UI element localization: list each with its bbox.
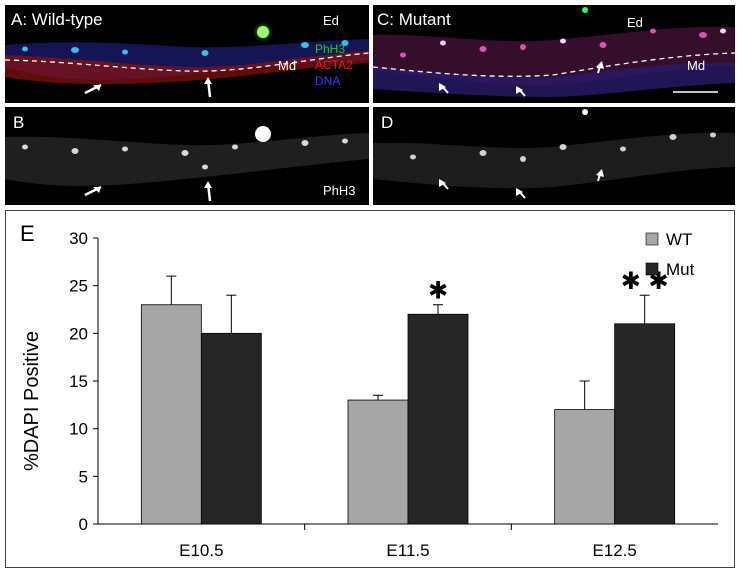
bar-wt-E10.5 bbox=[140, 304, 202, 525]
panel-c-label: C: Mutant bbox=[377, 10, 451, 29]
y-axis-label: %DAPI Positive bbox=[21, 331, 43, 471]
legend-phh3-label: PhH3 bbox=[315, 42, 346, 56]
legend-swatch-wt bbox=[645, 232, 659, 246]
panel-e-label: E bbox=[20, 221, 35, 246]
bar-mut-E12.5 bbox=[614, 323, 676, 525]
panel-c-micrograph bbox=[373, 7, 735, 97]
panel-d-micrograph bbox=[373, 109, 735, 199]
panel-a-image: A: Wild-type Ed Md PhH3 ACTA2 DNA bbox=[5, 5, 369, 103]
y-tick-label: 0 bbox=[79, 515, 88, 534]
significance-marker: ✱ bbox=[428, 277, 448, 305]
x-tick-label: E10.5 bbox=[179, 541, 223, 560]
y-tick-label: 30 bbox=[69, 229, 88, 248]
panel-c-image: C: Mutant Ed Md bbox=[373, 5, 735, 103]
y-tick-label: 15 bbox=[69, 372, 88, 391]
legend-label-wt: WT bbox=[666, 230, 692, 249]
panel-a-md-label: Md bbox=[278, 58, 297, 73]
panel-c-ed-label: Ed bbox=[627, 15, 643, 30]
panel-b-micrograph bbox=[5, 126, 369, 202]
significance-marker: ✱ ✱ bbox=[621, 267, 669, 295]
y-tick-label: 10 bbox=[69, 420, 88, 439]
bar-chart: E %DAPI Positive 0 5 10 15 20 25 30 E10.5 E11.5 E… bbox=[20, 221, 718, 560]
panel-b-marker-label: PhH3 bbox=[323, 183, 356, 198]
legend-swatch-mut bbox=[645, 262, 659, 276]
panel-b-label: B bbox=[13, 113, 25, 132]
bar-wt-E11.5 bbox=[347, 399, 409, 525]
panel-d-image: D bbox=[373, 107, 735, 205]
panel-a-micrograph bbox=[5, 22, 369, 98]
panel-a-ed-label: Ed bbox=[323, 13, 339, 28]
y-tick-label: 25 bbox=[69, 277, 88, 296]
y-tick-label: 5 bbox=[79, 467, 88, 486]
bar-mut-E11.5 bbox=[407, 313, 469, 525]
panel-e-chart: E %DAPI Positive 0 5 10 15 20 25 30 E10.5 E11.5 E… bbox=[5, 210, 735, 568]
panel-a-label: A: Wild-type bbox=[11, 10, 103, 29]
bar-mut-E10.5 bbox=[200, 332, 262, 525]
bar-wt-E12.5 bbox=[554, 409, 616, 525]
legend-label-mut: Mut bbox=[666, 260, 695, 279]
y-tick-label: 20 bbox=[69, 324, 88, 343]
panel-b-image: B PhH3 bbox=[5, 107, 369, 205]
legend-dna-label: DNA bbox=[315, 74, 341, 88]
panel-c-md-label: Md bbox=[687, 58, 706, 73]
legend-acta2-label: ACTA2 bbox=[315, 58, 353, 72]
panel-d-label: D bbox=[381, 113, 394, 132]
x-tick-label: E12.5 bbox=[592, 541, 636, 560]
x-tick-label: E11.5 bbox=[386, 541, 429, 560]
